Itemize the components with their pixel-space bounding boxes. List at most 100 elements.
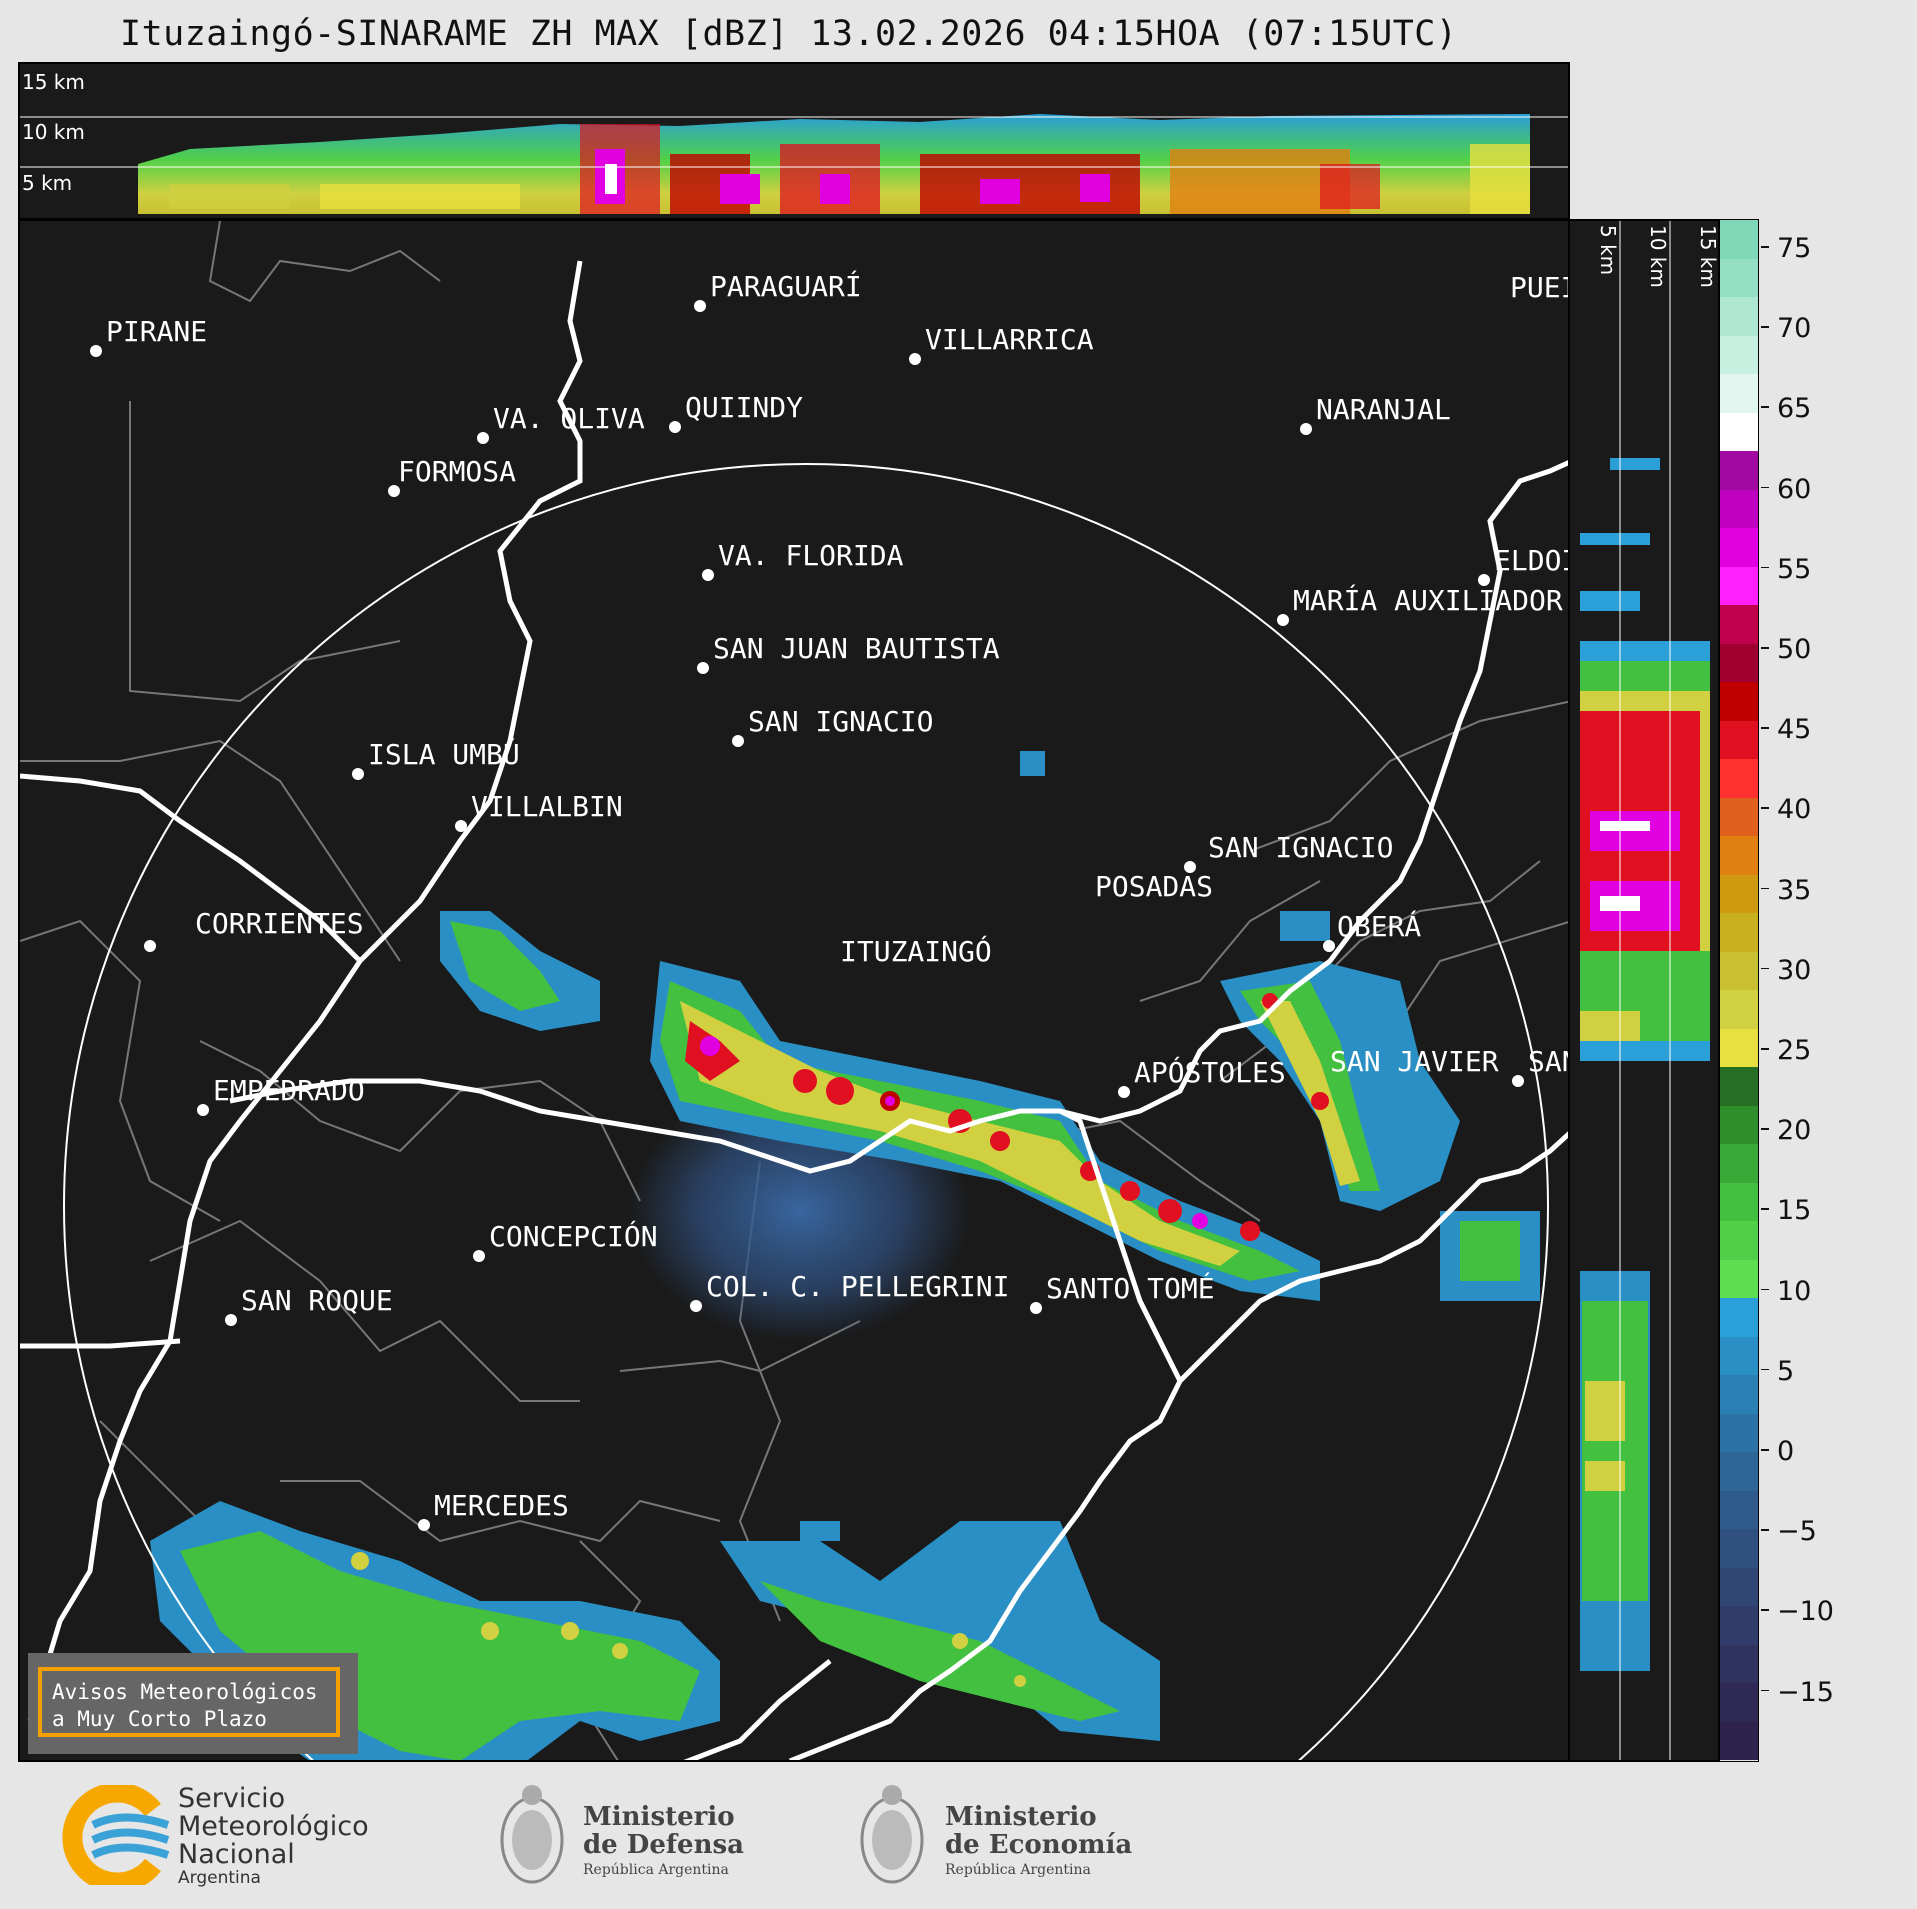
colorbar-segment — [1720, 1644, 1758, 1683]
city-label: NARANJAL — [1316, 393, 1451, 426]
colorbar-segment — [1720, 412, 1758, 451]
top-height-profile: 15 km 10 km 5 km — [18, 62, 1570, 220]
city-label: QUIINDY — [685, 391, 803, 424]
radar-map: PIRANE PARAGUARÍ VILLARRICA QUIINDY VA. … — [18, 219, 1570, 1762]
colorbar-segment — [1720, 220, 1758, 259]
colorbar-segment — [1720, 951, 1758, 990]
coat-of-arms-icon — [500, 1785, 564, 1884]
colorbar-segment — [1720, 1606, 1758, 1645]
alert-box: Avisos Meteorológicos a Muy Corto Plazo — [28, 1653, 358, 1754]
colorbar-tick-label: −5 — [1777, 1516, 1817, 1548]
colorbar-segment — [1720, 528, 1758, 567]
side-altitude-15km: 15 km — [1696, 225, 1720, 288]
city-label: OBERÁ — [1337, 909, 1421, 943]
economia-line-3: República Argentina — [945, 1862, 1091, 1878]
radar-map-layer: PIRANE PARAGUARÍ VILLARRICA QUIINDY VA. … — [20, 221, 1570, 1760]
colorbar — [1719, 219, 1759, 1762]
colorbar-segment — [1720, 258, 1758, 297]
colorbar-segment — [1720, 1105, 1758, 1144]
city-label: CORRIENTES — [195, 907, 364, 940]
city-label: POSADAS — [1095, 870, 1213, 903]
city-label: MERCEDES — [434, 1489, 569, 1522]
colorbar-segment — [1720, 566, 1758, 605]
colorbar-segment — [1720, 1567, 1758, 1606]
alert-box-frame: Avisos Meteorológicos a Muy Corto Plazo — [38, 1667, 340, 1737]
smn-logo-mark — [62, 1785, 170, 1885]
city-label: VILLALBIN — [471, 790, 623, 823]
city-label: CONCEPCIÓN — [489, 1219, 658, 1253]
side-profile-echoes — [1580, 221, 1710, 1760]
colorbar-segment — [1720, 759, 1758, 798]
colorbar-segment — [1720, 451, 1758, 490]
colorbar-tick-label: 0 — [1777, 1436, 1795, 1467]
colorbar-tick-label: 25 — [1777, 1035, 1812, 1066]
city-markers — [90, 300, 1524, 1531]
city-label: SAN — [1528, 1045, 1570, 1078]
international-borders — [20, 260, 1568, 1760]
city-label: ITUZAINGÓ — [840, 934, 992, 968]
colorbar-segment — [1720, 1182, 1758, 1221]
page-title: Ituzaingó-SINARAME ZH MAX [dBZ] 13.02.20… — [120, 14, 1458, 54]
city-label: EMPEDRADO — [213, 1074, 365, 1107]
colorbar-segment — [1720, 1028, 1758, 1067]
colorbar-segment — [1720, 836, 1758, 875]
precipitation-echoes — [150, 751, 1540, 1760]
colorbar-tick-label: 10 — [1777, 1275, 1812, 1307]
city-label: MARÍA AUXILIADOR — [1293, 583, 1563, 617]
city-label: COL. C. PELLEGRINI — [706, 1270, 1009, 1303]
defensa-line-1: Ministerio — [583, 1802, 735, 1832]
colorbar-segment — [1720, 1221, 1758, 1260]
colorbar-tick-label: 20 — [1777, 1115, 1812, 1147]
defensa-line-3: República Argentina — [583, 1862, 729, 1878]
side-altitude-5km: 5 km — [1596, 225, 1620, 276]
colorbar-tick-label: 50 — [1777, 634, 1812, 665]
colorbar-tick-label: 75 — [1777, 233, 1812, 264]
colorbar-tick-label: −15 — [1777, 1676, 1834, 1708]
city-label: VA. FLORIDA — [718, 539, 904, 572]
colorbar-tick-label: 15 — [1777, 1195, 1812, 1227]
smn-line-3: Nacional — [178, 1839, 295, 1870]
colorbar-segment — [1720, 1144, 1758, 1183]
colorbar-segment — [1720, 1529, 1758, 1568]
city-label: SAN JUAN BAUTISTA — [713, 632, 1000, 665]
colorbar-segment — [1720, 297, 1758, 336]
city-label: SAN IGNACIO — [1208, 831, 1393, 864]
colorbar-tick-label: −10 — [1777, 1596, 1834, 1628]
coat-of-arms-icon — [860, 1785, 924, 1884]
city-label: PARAGUARÍ — [710, 269, 862, 303]
colorbar-tick-label: 30 — [1777, 954, 1812, 986]
colorbar-segment — [1720, 1259, 1758, 1298]
city-label: SAN IGNACIO — [748, 705, 933, 738]
altitude-label-5km: 5 km — [22, 171, 73, 195]
city-label: SAN JAVIER — [1330, 1045, 1499, 1078]
colorbar-segment — [1720, 335, 1758, 374]
colorbar-segment — [1720, 797, 1758, 836]
colorbar-tick-label: 55 — [1777, 553, 1812, 585]
defensa-line-2: de Defensa — [583, 1830, 744, 1860]
colorbar-segment — [1720, 1298, 1758, 1337]
altitude-label-10km: 10 km — [22, 120, 85, 144]
city-label: FORMOSA — [398, 455, 516, 488]
smn-line-1: Servicio — [178, 1783, 286, 1814]
colorbar-segment — [1720, 682, 1758, 721]
colorbar-tick-label: 5 — [1777, 1355, 1795, 1387]
colorbar-tick-label: 40 — [1777, 794, 1812, 826]
colorbar-segment — [1720, 643, 1758, 682]
colorbar-segment — [1720, 1490, 1758, 1529]
colorbar-tick-label: 65 — [1777, 393, 1812, 425]
city-label: PUEI — [1510, 271, 1570, 304]
economia-line-2: de Economía — [945, 1830, 1133, 1860]
city-label: ELDOI — [1494, 544, 1570, 577]
smn-line-4: Argentina — [178, 1868, 261, 1888]
colorbar-segment — [1720, 720, 1758, 759]
city-label: SANTO TOMÉ — [1046, 1271, 1215, 1305]
altitude-label-15km: 15 km — [22, 70, 85, 94]
city-label: VA. OLIVA — [493, 402, 645, 435]
colorbar-tick-label: 60 — [1777, 473, 1812, 505]
city-label: ISLA UMBÚ — [368, 737, 520, 771]
colorbar-segment — [1720, 1452, 1758, 1491]
side-altitude-10km: 10 km — [1646, 225, 1670, 288]
colorbar-segment — [1720, 374, 1758, 413]
colorbar-segment — [1720, 1683, 1758, 1722]
colorbar-tick-label: 35 — [1777, 874, 1812, 906]
